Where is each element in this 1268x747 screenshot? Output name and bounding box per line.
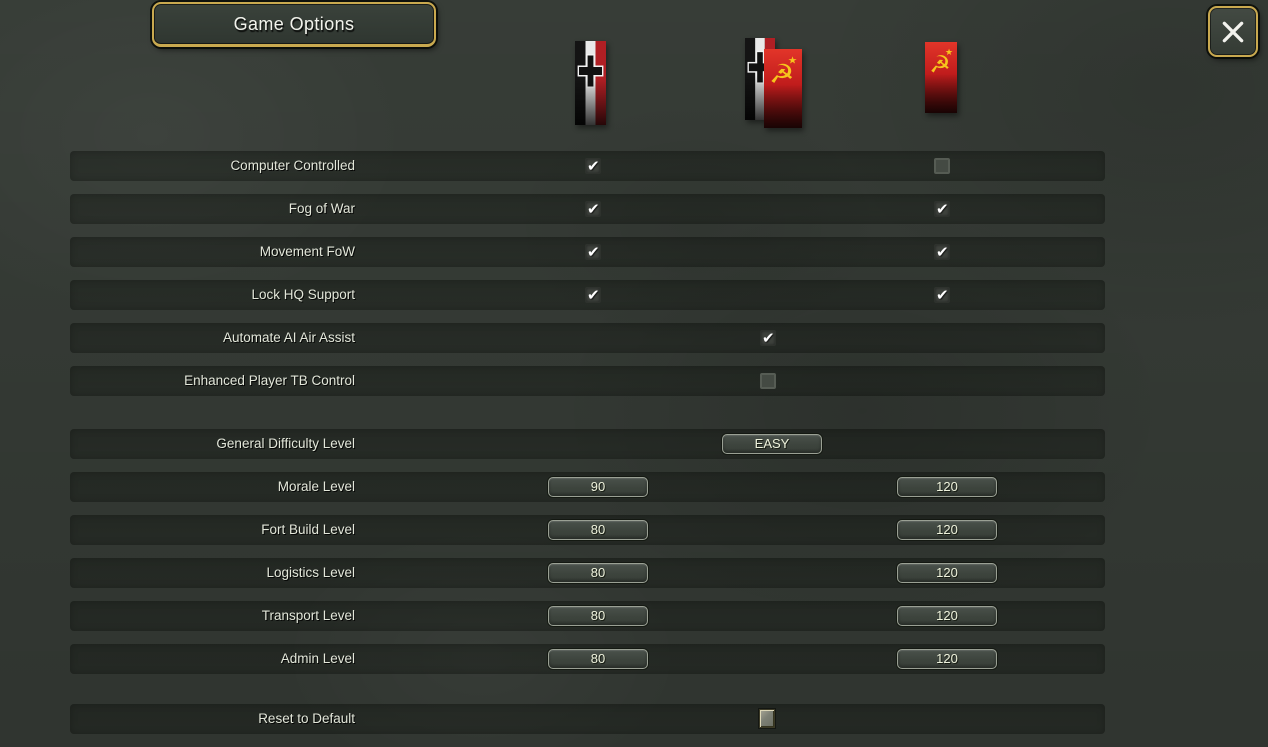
admin-level-soviet-value[interactable]: 120	[897, 649, 997, 669]
automate-ai-air-assist-checkbox[interactable]	[760, 330, 776, 346]
german-flag-icon	[575, 41, 606, 125]
computer-controlled-german-checkbox[interactable]	[585, 158, 601, 174]
option-label: Computer Controlled	[230, 158, 355, 173]
option-label: Reset to Default	[258, 711, 355, 726]
enhanced-player-tb-control-checkbox[interactable]	[760, 373, 776, 389]
option-row-lock-hq-support: Lock HQ Support	[70, 280, 1105, 310]
computer-controlled-soviet-checkbox[interactable]	[934, 158, 950, 174]
option-label: Morale Level	[277, 479, 355, 494]
option-row-reset-to-default: Reset to Default	[70, 704, 1105, 734]
movement-fow-german-checkbox[interactable]	[585, 244, 601, 260]
close-icon	[1222, 21, 1244, 42]
fog-of-war-german-checkbox[interactable]	[585, 201, 601, 217]
option-label: Logistics Level	[266, 565, 355, 580]
option-label: General Difficulty Level	[216, 436, 355, 451]
option-row-logistics-level: Logistics Level 80 120	[70, 558, 1105, 588]
close-button[interactable]	[1208, 6, 1258, 57]
option-row-transport-level: Transport Level 80 120	[70, 601, 1105, 631]
option-label: Fog of War	[288, 201, 355, 216]
admin-level-german-value[interactable]: 80	[548, 649, 648, 669]
german-and-soviet-flags-icon	[745, 38, 802, 128]
option-row-enhanced-player-tb-control: Enhanced Player TB Control	[70, 366, 1105, 396]
option-row-general-difficulty: General Difficulty Level EASY	[70, 429, 1105, 459]
option-row-admin-level: Admin Level 80 120	[70, 644, 1105, 674]
transport-level-soviet-value[interactable]: 120	[897, 606, 997, 626]
lock-hq-support-german-checkbox[interactable]	[585, 287, 601, 303]
fog-of-war-soviet-checkbox[interactable]	[934, 201, 950, 217]
morale-level-soviet-value[interactable]: 120	[897, 477, 997, 497]
option-label: Lock HQ Support	[251, 287, 355, 302]
movement-fow-soviet-checkbox[interactable]	[934, 244, 950, 260]
option-label: Transport Level	[261, 608, 355, 623]
option-row-fort-build-level: Fort Build Level 80 120	[70, 515, 1105, 545]
option-label: Movement FoW	[259, 244, 355, 259]
option-label: Admin Level	[280, 651, 355, 666]
logistics-level-soviet-value[interactable]: 120	[897, 563, 997, 583]
option-label: Enhanced Player TB Control	[184, 373, 355, 388]
option-row-automate-ai-air-assist: Automate AI Air Assist	[70, 323, 1105, 353]
option-label: Fort Build Level	[261, 522, 355, 537]
option-row-movement-fow: Movement FoW	[70, 237, 1105, 267]
title-box: Game Options	[152, 2, 436, 47]
option-row-morale-level: Morale Level 90 120	[70, 472, 1105, 502]
option-row-computer-controlled: Computer Controlled	[70, 151, 1105, 181]
reset-to-default-button[interactable]	[759, 709, 775, 728]
option-row-fog-of-war: Fog of War	[70, 194, 1105, 224]
lock-hq-support-soviet-checkbox[interactable]	[934, 287, 950, 303]
page-title: Game Options	[233, 13, 355, 34]
option-label: Automate AI Air Assist	[222, 330, 355, 345]
difficulty-value-button[interactable]: EASY	[722, 434, 822, 454]
transport-level-german-value[interactable]: 80	[548, 606, 648, 626]
fort-build-level-soviet-value[interactable]: 120	[897, 520, 997, 540]
fort-build-level-german-value[interactable]: 80	[548, 520, 648, 540]
soviet-flag-icon	[925, 42, 957, 113]
morale-level-german-value[interactable]: 90	[548, 477, 648, 497]
logistics-level-german-value[interactable]: 80	[548, 563, 648, 583]
